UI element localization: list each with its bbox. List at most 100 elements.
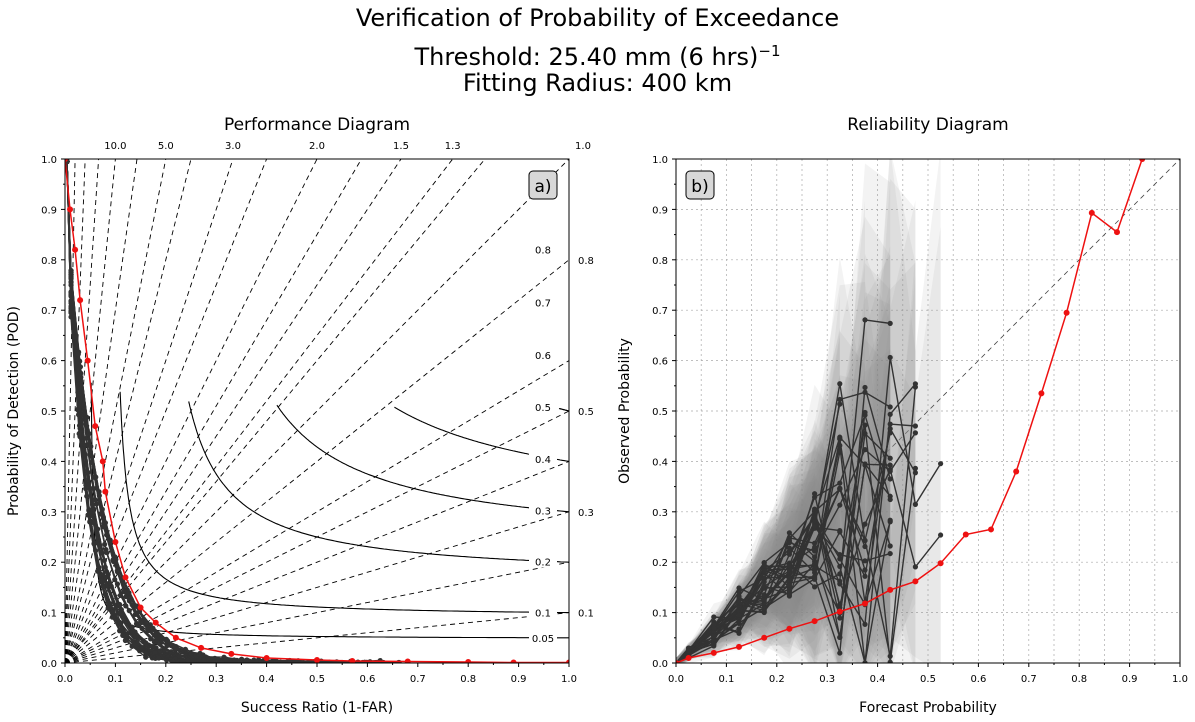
highlight-point (836, 608, 843, 615)
member-point (812, 573, 818, 580)
member-curve-line (65, 159, 265, 663)
member-point (761, 592, 767, 598)
member-curve (65, 159, 300, 663)
member-point (786, 539, 793, 546)
bias-label-right: 0.3 (578, 508, 594, 519)
y-tick-label: 0.0 (41, 659, 57, 670)
member-point (75, 407, 81, 413)
highlight-point (465, 658, 472, 663)
performance-diagram: Performance Diagram 0.050.10.20.30.40.50… (6, 115, 594, 716)
highlight-point (404, 658, 411, 663)
member-curve (65, 159, 264, 663)
highlight-point (912, 578, 919, 585)
x-tick-label: 0.8 (1071, 674, 1087, 685)
csi-label-bg (529, 554, 557, 568)
uncertainty-band (676, 200, 916, 663)
bias-label-right: 0.5 (578, 407, 594, 418)
member-point (786, 563, 793, 569)
x-tick-label: 0.3 (819, 674, 835, 685)
member-curve-line (65, 159, 399, 663)
y-tick-label: 0.4 (41, 457, 57, 468)
member-point (912, 465, 919, 471)
highlight-point (77, 297, 84, 304)
csi-label: 0.3 (535, 506, 551, 517)
member-point (109, 609, 116, 616)
csi-label-bg (529, 605, 557, 619)
member-curve (65, 159, 311, 663)
highlight-point (102, 488, 109, 495)
uncertainty-band (676, 292, 891, 663)
member-point (219, 659, 225, 663)
member-point (258, 659, 264, 663)
bias-line (65, 511, 569, 663)
member-point (145, 626, 151, 633)
member-point (116, 603, 122, 609)
panel-a-label: a) (534, 177, 551, 197)
uncertainty-band (676, 444, 840, 663)
bias-label-right: 0.8 (578, 256, 594, 267)
y-tick-label: 0.2 (652, 558, 668, 569)
member-point (761, 579, 767, 585)
member-point (786, 582, 793, 588)
uncertainty-band (676, 331, 865, 663)
member-point (182, 646, 189, 652)
member-point (887, 320, 893, 326)
member-point (812, 523, 818, 530)
member-curve-line (65, 159, 400, 663)
bias-line (65, 159, 138, 663)
csi-label-bg (529, 347, 557, 361)
member-curve (65, 159, 275, 663)
csi-label-bg (529, 242, 557, 256)
member-point (223, 656, 229, 662)
bias-line (65, 159, 86, 663)
bias-label-top: 1.3 (445, 141, 461, 152)
highlight-point (112, 539, 119, 546)
member-curve-line (65, 159, 261, 663)
member-point (152, 650, 158, 656)
member-point (165, 638, 171, 644)
member-point (736, 585, 742, 591)
member-point (761, 609, 767, 615)
threshold-text: Threshold: 25.40 mm (6 hrs) (414, 43, 759, 71)
member-point (912, 423, 919, 429)
member-point (887, 476, 893, 482)
member-point (812, 584, 818, 590)
y-tick-label: 0.7 (41, 306, 57, 317)
member-point (837, 436, 843, 442)
highlight-point (263, 654, 270, 661)
csi-label-bg (529, 630, 557, 644)
bias-line (65, 159, 362, 663)
member-point (812, 491, 818, 497)
member-point (812, 548, 818, 554)
member-point (887, 496, 893, 503)
bias-line (65, 259, 569, 663)
highlight-line (676, 159, 1143, 663)
performance-diagram-title: Performance Diagram (224, 115, 410, 135)
x-tick-label: 0.4 (259, 674, 275, 685)
member-curve (65, 159, 301, 663)
member-point (862, 621, 868, 627)
highlight-point (761, 634, 768, 641)
uncertainty-band (676, 257, 916, 663)
member-point (131, 641, 137, 647)
csi-contour (188, 401, 569, 563)
bias-label-top: 1.0 (575, 141, 591, 152)
y-tick-label: 0.6 (652, 357, 668, 368)
member-point (711, 629, 717, 635)
member-point (102, 541, 108, 548)
member-point (83, 486, 89, 492)
y-tick-label: 0.9 (652, 205, 668, 216)
reliability-axis-ticks: 0.0 0.1 0.2 0.3 0.4 0.5 0.6 0.7 0.8 0.9 1.0 0.0 0.1 0… (652, 155, 1188, 685)
member-point (862, 537, 868, 543)
member-point (135, 622, 141, 628)
member-curve-line (676, 387, 891, 663)
uncertainty-band (676, 227, 941, 663)
member-point (837, 381, 843, 387)
y-tick-label: 0.0 (652, 659, 668, 670)
panel-b-label: b) (691, 177, 708, 197)
highlight-point (566, 659, 569, 663)
highlight-point (99, 458, 106, 465)
member-point (812, 565, 818, 571)
member-point (711, 614, 717, 620)
member-curve-line (676, 463, 891, 663)
